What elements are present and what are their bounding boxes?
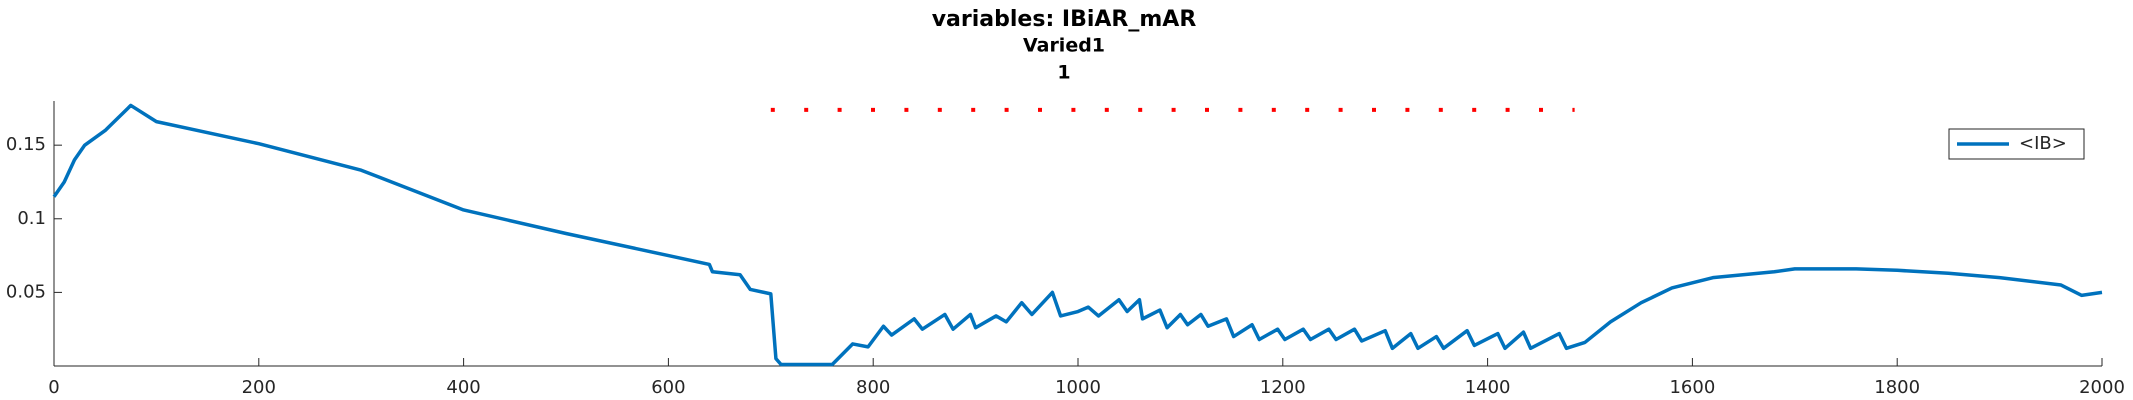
data-line <box>52 103 2103 367</box>
x-tick-label: 2000 <box>2079 377 2125 398</box>
x-tick-label: 1000 <box>1055 377 1101 398</box>
x-tick-label: 200 <box>242 377 276 398</box>
legend-label: <IB> <box>2019 133 2067 154</box>
x-tick-label: 0 <box>48 377 59 398</box>
x-tick-label: 600 <box>651 377 685 398</box>
x-tick-label: 1600 <box>1669 377 1715 398</box>
x-tick-label: 400 <box>446 377 480 398</box>
y-tick-label: 0.15 <box>6 134 46 155</box>
y-tick-label: 0.1 <box>17 208 46 229</box>
x-tick-label: 1400 <box>1465 377 1511 398</box>
x-tick-label: 800 <box>856 377 890 398</box>
x-tick-label: 1200 <box>1260 377 1306 398</box>
y-tick-label: 0.05 <box>6 281 46 302</box>
x-tick-label: 1800 <box>1874 377 1920 398</box>
chart-title: variables: IBiAR_mAR <box>932 7 1197 32</box>
chart-subtitle: 1 <box>1057 62 1070 84</box>
chart-subtitle: Varied1 <box>1023 35 1105 57</box>
